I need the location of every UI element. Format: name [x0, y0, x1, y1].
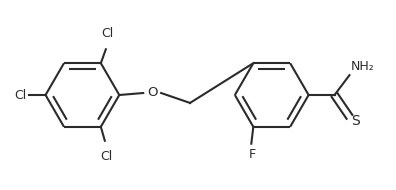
Text: Cl: Cl [101, 150, 113, 163]
Text: Cl: Cl [14, 89, 27, 101]
Text: O: O [147, 86, 158, 99]
Text: S: S [352, 114, 360, 128]
Text: NH₂: NH₂ [350, 60, 374, 73]
Text: Cl: Cl [102, 27, 114, 40]
Text: F: F [249, 148, 256, 161]
